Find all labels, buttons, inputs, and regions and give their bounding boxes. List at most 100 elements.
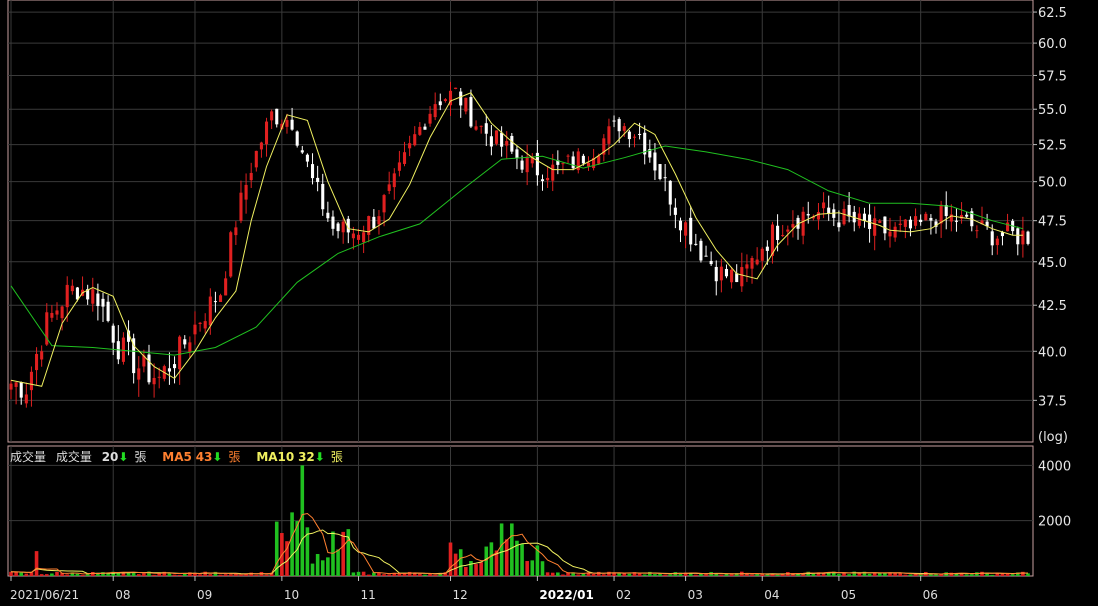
volume-bar xyxy=(591,573,596,576)
volume-unit: 張 xyxy=(134,450,147,464)
candle-body xyxy=(91,289,95,304)
volume-bar xyxy=(821,572,826,576)
candle-body xyxy=(121,337,125,362)
volume-bar xyxy=(704,574,708,576)
candle-body xyxy=(173,364,177,369)
volume-bar xyxy=(188,572,192,576)
candle-body xyxy=(627,131,631,140)
x-tick-label: 09 xyxy=(197,588,212,602)
candle-body xyxy=(816,212,821,220)
candle-body xyxy=(295,131,299,146)
candle-body xyxy=(919,219,923,223)
candle-body xyxy=(699,240,703,261)
candle-body xyxy=(607,126,611,144)
volume-bar xyxy=(949,572,954,576)
candle-body xyxy=(183,339,187,345)
y-tick-label: 42.5 xyxy=(1038,299,1067,314)
volume-bar xyxy=(867,573,872,576)
volume-bar xyxy=(484,546,489,576)
volume-value: 20 xyxy=(101,450,119,464)
candle-body xyxy=(842,208,846,225)
x-tick-label: 06 xyxy=(923,588,938,602)
candle-body xyxy=(898,223,902,225)
candle-body xyxy=(500,132,504,147)
candle-body xyxy=(1021,230,1025,245)
y-tick-label: 37.5 xyxy=(1038,394,1067,409)
volume-bar xyxy=(975,572,979,576)
candle-body xyxy=(244,184,248,200)
candle-body xyxy=(781,235,785,237)
volume-value-item: 成交量 20⬇ 張 xyxy=(56,450,156,464)
candle-body xyxy=(336,223,340,232)
volume-bar xyxy=(14,571,18,576)
volume-bar xyxy=(561,574,565,576)
y-tick-label: 4000 xyxy=(1038,459,1071,474)
candle-body xyxy=(888,231,892,237)
volume-bar xyxy=(167,572,172,576)
volume-bar xyxy=(510,523,514,576)
volume-bar xyxy=(596,571,601,576)
candle-body xyxy=(990,231,994,246)
volume-bar xyxy=(913,574,918,576)
candle-body xyxy=(65,284,69,308)
candle-body xyxy=(35,353,39,371)
candle-body xyxy=(213,301,217,303)
candle-body xyxy=(862,213,866,221)
volume-bar xyxy=(1000,573,1005,576)
candle-body xyxy=(489,136,493,147)
candle-body xyxy=(1000,232,1004,237)
volume-bar xyxy=(182,572,187,576)
candle-body xyxy=(346,218,350,233)
volume-bar xyxy=(694,574,698,576)
x-tick-label: 02 xyxy=(616,588,631,602)
volume-bar xyxy=(525,561,529,576)
volume-bar xyxy=(985,572,989,576)
candle-body xyxy=(106,301,110,321)
volume-bar xyxy=(356,571,361,576)
volume-bar xyxy=(934,574,938,576)
volume-bar xyxy=(218,574,223,576)
candle-body xyxy=(326,212,330,219)
log-scale-label: (log) xyxy=(1038,430,1068,445)
ma5-unit: 張 xyxy=(228,450,241,464)
volume-bar xyxy=(147,571,151,576)
volume-bar xyxy=(136,574,141,576)
candle-body xyxy=(55,310,59,315)
candle-body xyxy=(387,184,391,191)
y-tick-label: 57.5 xyxy=(1038,69,1067,84)
ma10-unit: 張 xyxy=(330,450,343,464)
volume-bar xyxy=(433,574,437,576)
volume-bar xyxy=(545,572,550,576)
volume-bar xyxy=(412,573,417,576)
volume-bar xyxy=(213,571,218,576)
candle-body xyxy=(142,355,146,367)
candle-body xyxy=(740,267,744,287)
volume-bar xyxy=(837,574,841,576)
candle-body xyxy=(551,164,555,181)
volume-bar xyxy=(816,572,821,576)
volume-bar xyxy=(939,574,943,576)
candle-body xyxy=(612,120,616,122)
candle-body xyxy=(755,259,759,265)
x-tick-label: 03 xyxy=(688,588,703,602)
volume-bar xyxy=(1010,574,1015,576)
volume-bar xyxy=(627,573,632,576)
candle-body xyxy=(275,108,279,125)
candle-body xyxy=(525,156,529,173)
candle-body xyxy=(954,220,958,222)
volume-bar xyxy=(121,571,126,576)
candle-body xyxy=(382,195,386,213)
volume-bar xyxy=(714,573,719,576)
volume-bar xyxy=(453,553,458,576)
volume-bar xyxy=(162,571,167,576)
volume-bar xyxy=(157,573,161,576)
volume-bar xyxy=(55,571,59,576)
ma10-label: MA10 xyxy=(256,450,295,464)
candle-body xyxy=(592,158,596,169)
volume-bar xyxy=(418,573,422,576)
volume-bar xyxy=(377,572,381,576)
volume-bar xyxy=(285,541,289,576)
volume-bar xyxy=(346,529,351,576)
candle-body xyxy=(454,87,458,89)
candle-body xyxy=(515,149,519,159)
